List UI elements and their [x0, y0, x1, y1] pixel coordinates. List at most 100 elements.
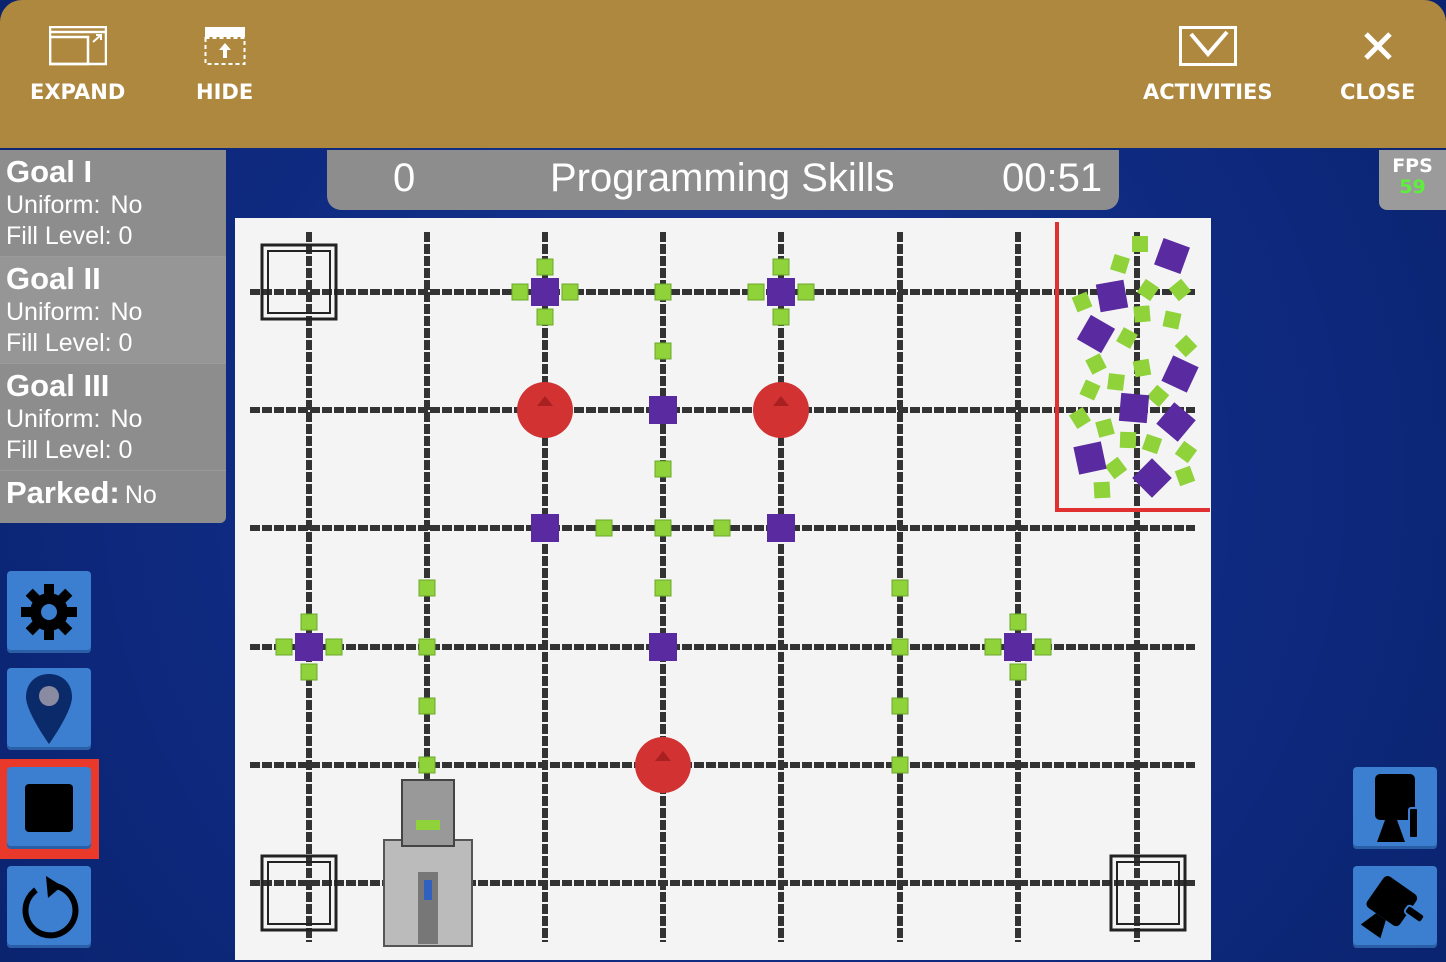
stacked-cube	[1132, 358, 1152, 378]
stacked-cube	[1079, 379, 1101, 401]
reset-button[interactable]	[7, 866, 91, 948]
green-cube	[797, 283, 815, 301]
stop-button[interactable]	[7, 767, 91, 849]
stacked-cube	[1110, 254, 1130, 274]
green-cube	[772, 308, 790, 326]
activities-button[interactable]: ACTIVITIES	[1143, 26, 1272, 104]
fill-label: Fill Level:	[6, 329, 112, 357]
stacked-cube	[1132, 236, 1148, 252]
close-icon	[1363, 32, 1392, 60]
corner-goal-inner	[1116, 861, 1180, 925]
green-cube	[654, 342, 672, 360]
stacked-cube	[1146, 384, 1170, 408]
score: 0	[393, 156, 416, 200]
green-cube	[891, 638, 909, 656]
green-cube	[891, 697, 909, 715]
parked-status: Parked: No	[0, 471, 226, 523]
mode-title: Programming Skills	[550, 156, 895, 200]
green-cube	[654, 460, 672, 478]
stacked-cube	[1107, 373, 1125, 391]
uniform-label: Uniform:	[6, 298, 101, 326]
corner-goal	[260, 243, 338, 321]
green-cube	[772, 258, 790, 276]
red-ball	[517, 382, 573, 438]
purple-goal	[1004, 633, 1032, 661]
corner-goal	[1109, 854, 1187, 932]
green-cube	[595, 519, 613, 537]
corner-goal-inner	[267, 250, 331, 314]
stacked-cube	[1116, 327, 1138, 349]
purple-goal	[1161, 355, 1199, 393]
uniform-value: No	[110, 191, 143, 219]
corner-goal-inner	[267, 861, 331, 925]
stacked-cube	[1168, 278, 1192, 302]
goal-stats-panel: Goal I Uniform: No Fill Level: 0 Goal II …	[0, 150, 226, 523]
hide-icon	[204, 27, 246, 65]
goal-2-stats: Goal II Uniform: No Fill Level: 0	[0, 257, 226, 364]
robot-arm	[401, 779, 455, 847]
stacked-cube	[1136, 278, 1160, 302]
green-cube	[1009, 613, 1027, 631]
goal-3-stats: Goal III Uniform: No Fill Level: 0	[0, 364, 226, 471]
parked-value: No	[124, 481, 157, 509]
ball-mark	[537, 396, 553, 406]
field-floor	[235, 218, 1211, 960]
goal-title: Goal II	[6, 261, 101, 296]
fill-label: Fill Level:	[6, 436, 112, 464]
green-cube	[654, 283, 672, 301]
green-cube	[1009, 663, 1027, 681]
game-field	[235, 218, 1211, 960]
location-button[interactable]	[7, 668, 91, 750]
uniform-value: No	[110, 298, 143, 326]
ball-mark	[773, 396, 789, 406]
purple-goal	[767, 278, 795, 306]
stacked-cube	[1085, 353, 1107, 375]
green-cube	[747, 283, 765, 301]
purple-goal	[1154, 238, 1190, 274]
fill-label: Fill Level:	[6, 222, 112, 250]
uniform-label: Uniform:	[6, 405, 101, 433]
green-cube	[536, 258, 554, 276]
green-cube	[300, 613, 318, 631]
purple-goal	[1095, 279, 1129, 313]
uniform-label: Uniform:	[6, 191, 101, 219]
angled-camera-button[interactable]	[1353, 866, 1437, 948]
timer: 00:51	[1002, 156, 1103, 200]
camera-top-view-icon	[1375, 774, 1419, 842]
hide-label: HIDE	[196, 80, 254, 104]
ball-mark	[655, 751, 671, 761]
red-ball	[753, 382, 809, 438]
green-cube	[561, 283, 579, 301]
purple-goal	[295, 633, 323, 661]
purple-goal	[1076, 314, 1116, 354]
green-cube	[654, 519, 672, 537]
fill-value: 0	[118, 436, 133, 464]
fps-value: 59	[1399, 176, 1426, 198]
purple-goal	[767, 514, 795, 542]
goal-title: Goal III	[6, 368, 110, 403]
stacked-cube	[1093, 481, 1111, 499]
red-ball	[635, 737, 691, 793]
green-cube	[891, 756, 909, 774]
top-camera-button[interactable]	[1353, 767, 1437, 849]
goal-title: Goal I	[6, 154, 93, 189]
location-pin-icon	[26, 674, 72, 744]
green-cube	[984, 638, 1002, 656]
stacked-cube	[1104, 456, 1128, 480]
purple-goal	[531, 514, 559, 542]
green-cube	[1034, 638, 1052, 656]
hide-button[interactable]: HIDE	[196, 26, 253, 104]
green-cube	[536, 308, 554, 326]
expand-button[interactable]: EXPAND	[30, 26, 125, 104]
robot-brain	[424, 880, 432, 900]
settings-button[interactable]	[7, 571, 91, 653]
robot-held-cube	[416, 820, 440, 830]
green-cube	[418, 579, 436, 597]
close-button[interactable]: CLOSE	[1340, 26, 1415, 104]
stop-icon	[25, 784, 73, 832]
green-cube	[418, 756, 436, 774]
stacked-cube	[1119, 431, 1137, 449]
green-cube	[275, 638, 293, 656]
reset-icon	[22, 876, 79, 939]
green-cube	[418, 697, 436, 715]
